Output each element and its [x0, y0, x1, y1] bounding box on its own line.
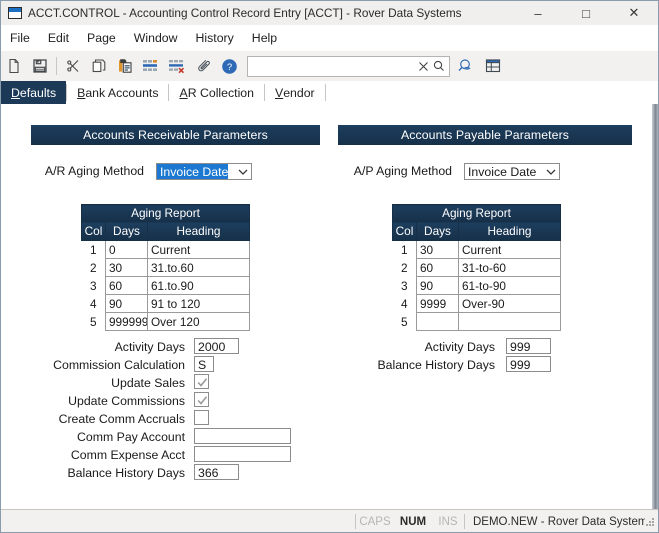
svg-text:?: ?: [226, 62, 231, 73]
